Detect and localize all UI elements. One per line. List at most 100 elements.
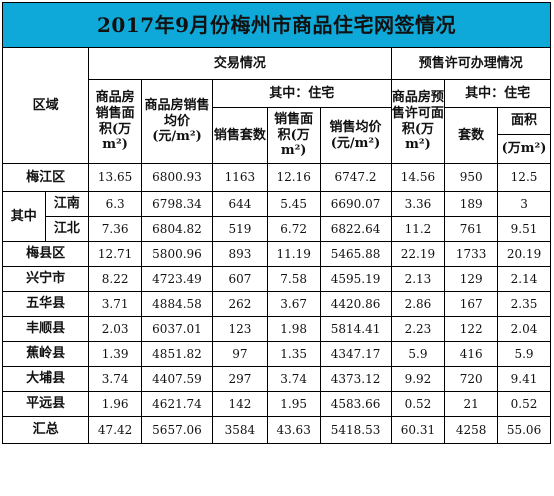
cell-res-price: 4347.17 <box>319 341 392 367</box>
cell-count: 1163 <box>212 163 268 192</box>
header-res-count: 销售套数 <box>212 107 268 164</box>
cell-units: 129 <box>444 266 499 292</box>
cell-res-area: 1.95 <box>266 391 321 417</box>
cell-price: 4851.82 <box>140 341 214 367</box>
cell-units: 950 <box>444 163 499 192</box>
housing-sales-table: 2017年9月份梅州市商品住宅网签情况 区域 交易情况 预售许可办理情况 商品房… <box>1 2 552 444</box>
header-res-area: 销售面积(万m²) <box>266 107 321 164</box>
cell-count: 607 <box>212 266 268 292</box>
cell-area: 3.74 <box>88 366 142 392</box>
cell-presale-area: 60.31 <box>390 416 446 444</box>
cell-units: 122 <box>444 316 499 342</box>
cell-area: 3.71 <box>88 291 142 317</box>
cell-res-price: 4373.12 <box>319 366 392 392</box>
cell-res-price: 4420.86 <box>319 291 392 317</box>
cell-res-area: 1.35 <box>266 341 321 367</box>
header-presale-residential: 其中：住宅 <box>444 79 551 108</box>
total-row: 汇总 47.42 5657.06 3584 43.63 5418.53 60.3… <box>1 416 551 444</box>
cell-presale-area: 11.2 <box>390 216 446 242</box>
cell-price: 6804.82 <box>140 216 214 242</box>
cell-res-area: 7.58 <box>266 266 321 292</box>
cell-area: 1.96 <box>88 391 142 417</box>
cell-count: 519 <box>212 216 268 242</box>
cell-area2: 9.51 <box>497 216 551 242</box>
cell-area2: 20.19 <box>497 241 551 267</box>
table-row: 梅县区 12.71 5800.96 893 11.19 5465.88 22.1… <box>1 241 551 267</box>
cell-price: 5657.06 <box>140 416 214 444</box>
header-trade: 交易情况 <box>88 47 392 80</box>
cell-presale-area: 2.86 <box>390 291 446 317</box>
cell-price: 4884.58 <box>140 291 214 317</box>
cell-area2: 12.5 <box>497 163 551 192</box>
cell-presale-area: 5.9 <box>390 341 446 367</box>
cell-res-price: 4595.19 <box>319 266 392 292</box>
table-row: 丰顺县 2.03 6037.01 123 1.98 5814.41 2.23 1… <box>1 316 551 342</box>
header-res-price: 销售均价(元/m²) <box>319 107 392 164</box>
cell-price: 4621.74 <box>140 391 214 417</box>
group-label: 其中 <box>2 191 46 242</box>
cell-price: 6037.01 <box>140 316 214 342</box>
table-row: 江北 7.36 6804.82 519 6.72 6822.64 11.2 76… <box>3 216 551 242</box>
cell-area2: 9.41 <box>497 366 551 392</box>
page-title: 2017年9月份梅州市商品住宅网签情况 <box>2 2 551 48</box>
cell-area: 13.65 <box>88 163 142 192</box>
header-presale: 预售许可办理情况 <box>390 47 552 80</box>
row-name: 江北 <box>44 216 90 242</box>
cell-units: 4258 <box>444 416 499 444</box>
cell-area: 7.36 <box>88 216 142 242</box>
cell-count: 262 <box>212 291 268 317</box>
cell-presale-area: 3.36 <box>390 191 446 217</box>
cell-price: 6800.93 <box>140 163 214 192</box>
table-row: 其中 江南 6.3 6798.34 644 5.45 6690.07 3.36 … <box>2 191 551 242</box>
cell-area2: 5.9 <box>497 341 551 367</box>
row-name: 丰顺县 <box>1 316 90 342</box>
cell-units: 1733 <box>444 241 499 267</box>
row-name: 五华县 <box>1 291 90 317</box>
cell-res-price: 5814.41 <box>319 316 392 342</box>
cell-area: 8.22 <box>88 266 142 292</box>
cell-area: 6.3 <box>88 191 142 217</box>
cell-res-area: 1.98 <box>266 316 321 342</box>
cell-presale-area: 2.23 <box>390 316 446 342</box>
cell-presale-area: 22.19 <box>390 241 446 267</box>
cell-area2: 55.06 <box>497 416 551 444</box>
cell-res-price: 6822.64 <box>319 216 392 242</box>
table-row: 平远县 1.96 4621.74 142 1.95 4583.66 0.52 2… <box>1 391 551 417</box>
cell-area: 12.71 <box>88 241 142 267</box>
row-name: 江南 <box>44 191 90 217</box>
cell-price: 6798.34 <box>140 191 214 217</box>
cell-presale-area: 9.92 <box>390 366 446 392</box>
cell-price: 4723.49 <box>140 266 214 292</box>
cell-count: 123 <box>212 316 268 342</box>
cell-count: 297 <box>212 366 268 392</box>
cell-area2: 2.04 <box>497 316 551 342</box>
header-presale-area: 商品房预售许可面积(万m²) <box>390 79 446 164</box>
cell-res-area: 5.45 <box>266 191 321 217</box>
row-name: 蕉岭县 <box>1 341 90 367</box>
row-name: 汇总 <box>1 416 90 444</box>
row-name: 平远县 <box>1 391 90 417</box>
cell-area: 2.03 <box>88 316 142 342</box>
cell-count: 142 <box>212 391 268 417</box>
cell-units: 720 <box>444 366 499 392</box>
cell-area2: 2.35 <box>497 291 551 317</box>
row-name: 梅江区 <box>1 163 90 192</box>
cell-presale-area: 2.13 <box>390 266 446 292</box>
table-row: 兴宁市 8.22 4723.49 607 7.58 4595.19 2.13 1… <box>1 266 551 292</box>
cell-res-area: 43.63 <box>266 416 321 444</box>
table-row: 五华县 3.71 4884.58 262 3.67 4420.86 2.86 1… <box>1 291 551 317</box>
cell-price: 4407.59 <box>140 366 214 392</box>
cell-units: 761 <box>444 216 499 242</box>
cell-area: 47.42 <box>88 416 142 444</box>
cell-area: 1.39 <box>88 341 142 367</box>
table-row: 梅江区 13.65 6800.93 1163 12.16 6747.2 14.5… <box>1 163 551 192</box>
header-sales-area: 商品房销售面积(万m²) <box>88 79 142 164</box>
cell-units: 416 <box>444 341 499 367</box>
cell-presale-area: 14.56 <box>390 163 446 192</box>
row-name: 兴宁市 <box>1 266 90 292</box>
cell-area2: 2.14 <box>497 266 551 292</box>
header-region: 区域 <box>1 47 90 164</box>
cell-count: 97 <box>212 341 268 367</box>
cell-res-price: 5465.88 <box>319 241 392 267</box>
cell-units: 189 <box>444 191 499 217</box>
